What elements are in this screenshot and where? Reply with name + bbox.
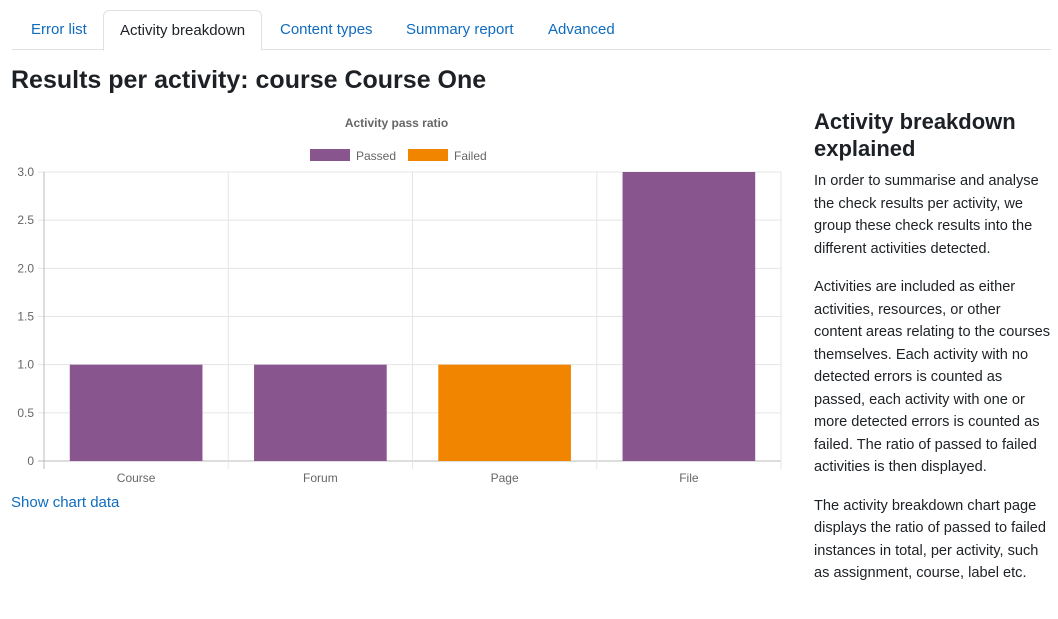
- x-tick-label: Course: [117, 471, 156, 485]
- explanation-paragraph: Activities are included as either activi…: [814, 279, 1051, 475]
- x-tick-label: Page: [491, 471, 519, 485]
- activity-pass-ratio-chart: Activity pass ratio Passed Failed 0 0.5 1.0 1.…: [17, 116, 782, 485]
- explanation-paragraph: In order to summarise and analyse the ch…: [814, 173, 1039, 257]
- y-tick-label: 2.0: [17, 261, 34, 275]
- legend-swatch-failed: [408, 149, 448, 161]
- explanation-paragraph: The activity breakdown chart page displa…: [814, 497, 1047, 582]
- bar-passed-course: [69, 364, 203, 461]
- tab-activity-breakdown[interactable]: Activity breakdown: [103, 10, 263, 51]
- y-tick-label: 1.0: [17, 358, 34, 372]
- bar-failed-page: [438, 364, 571, 461]
- x-tick-label: File: [679, 471, 699, 485]
- tab-bar: Error list Activity breakdown Content ty…: [12, 10, 1051, 51]
- y-tick-label: 2.5: [17, 213, 34, 227]
- y-tick-label: 3.0: [17, 165, 34, 179]
- y-tick-label: 0: [27, 454, 34, 468]
- y-tick-label: 1.5: [17, 310, 34, 324]
- bar-passed-forum: [254, 364, 387, 461]
- tab-content-types[interactable]: Content types: [280, 21, 373, 38]
- chart-title: Activity pass ratio: [345, 116, 448, 130]
- bar-passed-file: [622, 172, 756, 461]
- x-tick-label: Forum: [303, 471, 338, 485]
- tab-advanced[interactable]: Advanced: [548, 21, 615, 38]
- y-tick-label: 0.5: [17, 406, 34, 420]
- page-title: Results per activity: course Course One: [11, 66, 487, 94]
- legend-label-passed: Passed: [356, 149, 396, 163]
- legend-swatch-passed: [310, 149, 350, 161]
- tab-error-list[interactable]: Error list: [31, 21, 87, 38]
- tab-summary-report[interactable]: Summary report: [406, 21, 514, 38]
- show-chart-data-link[interactable]: Show chart data: [11, 494, 120, 511]
- legend-label-failed: Failed: [454, 149, 487, 163]
- explanation-panel: Activity breakdown explained In order to…: [814, 108, 1052, 601]
- explanation-heading: Activity breakdown explained: [814, 109, 1016, 161]
